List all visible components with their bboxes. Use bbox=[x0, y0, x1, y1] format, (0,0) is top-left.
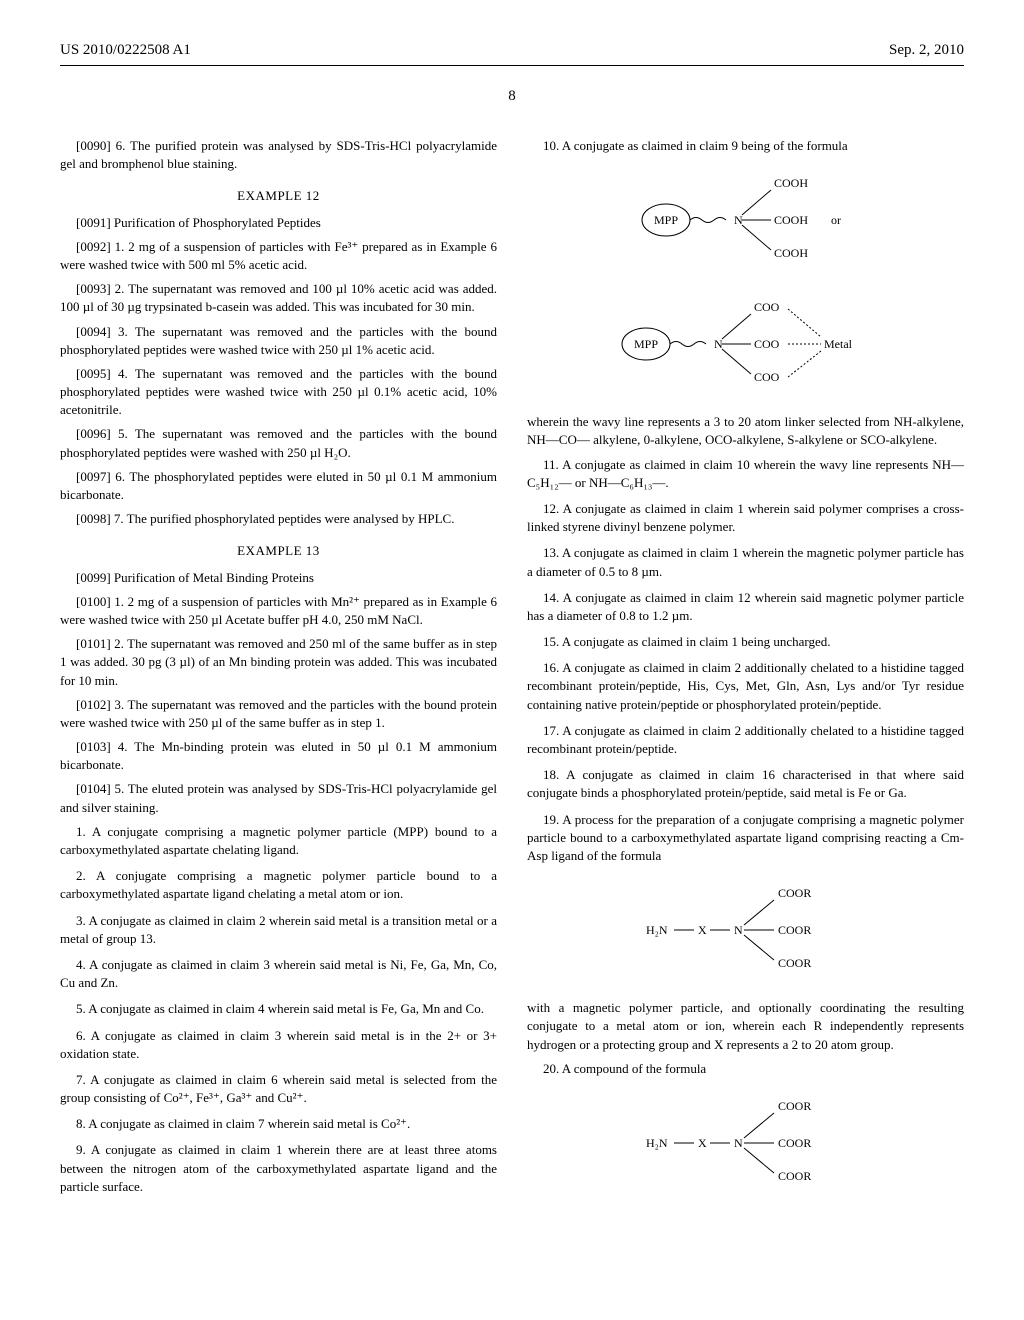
patent-number: US 2010/0222508 A1 bbox=[60, 40, 191, 61]
coo-2: COO bbox=[754, 337, 780, 351]
claim-16: 16. A conjugate as claimed in claim 2 ad… bbox=[527, 659, 964, 714]
formula-diagram-2: H₂N X N COOR COOR COOR bbox=[616, 1088, 876, 1198]
coo-1: COO bbox=[754, 300, 780, 314]
para-0100: [0100] 1. 2 mg of a suspension of partic… bbox=[60, 593, 497, 629]
coor-3: COOR bbox=[778, 956, 811, 970]
claim-10-cont: wherein the wavy line represents a 3 to … bbox=[527, 413, 964, 449]
x-label: X bbox=[698, 923, 707, 937]
n-label-2: N bbox=[714, 337, 723, 351]
example-12-title: EXAMPLE 12 bbox=[60, 187, 497, 205]
cooh-2: COOH bbox=[774, 213, 808, 227]
claim-18: 18. A conjugate as claimed in claim 16 c… bbox=[527, 766, 964, 802]
para-0093: [0093] 2. The supernatant was removed an… bbox=[60, 280, 497, 316]
coor-2: COOR bbox=[778, 923, 811, 937]
h2n-label-2: H₂N bbox=[646, 1136, 668, 1150]
para-0094: [0094] 3. The supernatant was removed an… bbox=[60, 323, 497, 359]
metal-label: Metal bbox=[824, 337, 853, 351]
para-0101: [0101] 2. The supernatant was removed an… bbox=[60, 635, 497, 690]
page-number: 8 bbox=[60, 86, 964, 107]
cooh-1: COOH bbox=[774, 176, 808, 190]
coo-3: COO bbox=[754, 370, 780, 384]
para-0102: [0102] 3. The supernatant was removed an… bbox=[60, 696, 497, 732]
mpp-diagram-2: MPP N COO COO COO Metal bbox=[596, 289, 896, 399]
claim-10-intro: 10. A conjugate as claimed in claim 9 be… bbox=[527, 137, 964, 155]
formula-diagram-1: H₂N X N COOR COOR COOR bbox=[616, 875, 876, 985]
claim-3: 3. A conjugate as claimed in claim 2 whe… bbox=[60, 912, 497, 948]
para-0104: [0104] 5. The eluted protein was analyse… bbox=[60, 780, 497, 816]
claim-5: 5. A conjugate as claimed in claim 4 whe… bbox=[60, 1000, 497, 1018]
x-label-2: X bbox=[698, 1136, 707, 1150]
claim-19-intro: 19. A process for the preparation of a c… bbox=[527, 811, 964, 866]
para-0099: [0099] Purification of Metal Binding Pro… bbox=[60, 569, 497, 587]
coor-1b: COOR bbox=[778, 1099, 811, 1113]
example-13-title: EXAMPLE 13 bbox=[60, 542, 497, 560]
claim-8: 8. A conjugate as claimed in claim 7 whe… bbox=[60, 1115, 497, 1133]
claim-14: 14. A conjugate as claimed in claim 12 w… bbox=[527, 589, 964, 625]
claim-7: 7. A conjugate as claimed in claim 6 whe… bbox=[60, 1071, 497, 1107]
or-label: or bbox=[831, 213, 841, 227]
claim-1: 1. A conjugate comprising a magnetic pol… bbox=[60, 823, 497, 859]
content-columns: [0090] 6. The purified protein was analy… bbox=[60, 137, 964, 1212]
claim-6: 6. A conjugate as claimed in claim 3 whe… bbox=[60, 1027, 497, 1063]
coor-1: COOR bbox=[778, 886, 811, 900]
mpp-label: MPP bbox=[653, 213, 677, 227]
claim-20-intro: 20. A compound of the formula bbox=[527, 1060, 964, 1078]
mpp-diagram-1: MPP N COOH COOH COOH or bbox=[616, 165, 876, 275]
page-header: US 2010/0222508 A1 Sep. 2, 2010 bbox=[60, 40, 964, 66]
claim-11: 11. A conjugate as claimed in claim 10 w… bbox=[527, 456, 964, 492]
claim-17: 17. A conjugate as claimed in claim 2 ad… bbox=[527, 722, 964, 758]
n-label-f1: N bbox=[734, 923, 743, 937]
para-0098: [0098] 7. The purified phosphorylated pe… bbox=[60, 510, 497, 528]
para-0092: [0092] 1. 2 mg of a suspension of partic… bbox=[60, 238, 497, 274]
right-column: 10. A conjugate as claimed in claim 9 be… bbox=[527, 137, 964, 1212]
patent-date: Sep. 2, 2010 bbox=[889, 40, 964, 61]
claim-13: 13. A conjugate as claimed in claim 1 wh… bbox=[527, 544, 964, 580]
para-0097: [0097] 6. The phosphorylated peptides we… bbox=[60, 468, 497, 504]
left-column: [0090] 6. The purified protein was analy… bbox=[60, 137, 497, 1212]
claim-4: 4. A conjugate as claimed in claim 3 whe… bbox=[60, 956, 497, 992]
mpp-label-2: MPP bbox=[633, 337, 657, 351]
para-0090: [0090] 6. The purified protein was analy… bbox=[60, 137, 497, 173]
para-0095: [0095] 4. The supernatant was removed an… bbox=[60, 365, 497, 420]
coor-2b: COOR bbox=[778, 1136, 811, 1150]
n-label-f2: N bbox=[734, 1136, 743, 1150]
claim-9: 9. A conjugate as claimed in claim 1 whe… bbox=[60, 1141, 497, 1196]
claim-19-cont: with a magnetic polymer particle, and op… bbox=[527, 999, 964, 1054]
claim-2: 2. A conjugate comprising a magnetic pol… bbox=[60, 867, 497, 903]
para-0096: [0096] 5. The supernatant was removed an… bbox=[60, 425, 497, 461]
para-0103: [0103] 4. The Mn-binding protein was elu… bbox=[60, 738, 497, 774]
h2n-label: H₂N bbox=[646, 923, 668, 937]
claim-12: 12. A conjugate as claimed in claim 1 wh… bbox=[527, 500, 964, 536]
coor-3b: COOR bbox=[778, 1169, 811, 1183]
cooh-3: COOH bbox=[774, 246, 808, 260]
claim-15: 15. A conjugate as claimed in claim 1 be… bbox=[527, 633, 964, 651]
para-0091: [0091] Purification of Phosphorylated Pe… bbox=[60, 214, 497, 232]
n-label: N bbox=[734, 213, 743, 227]
